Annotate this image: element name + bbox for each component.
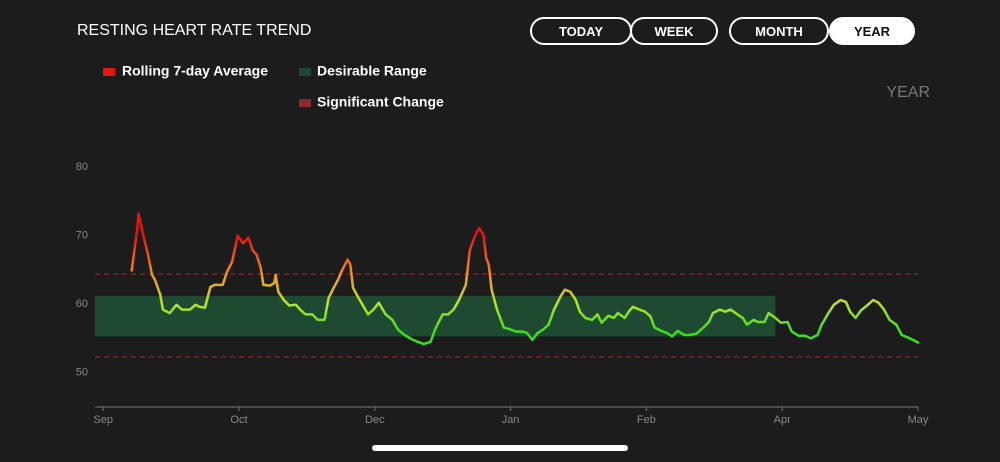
legend-swatch	[299, 68, 311, 76]
x-tick-label: Dec	[365, 414, 385, 426]
legend-label: Significant Change	[317, 94, 444, 110]
chart-title: RESTING HEART RATE TREND	[77, 22, 311, 39]
x-tick-label: Sep	[93, 414, 113, 426]
x-tick-label: Apr	[774, 414, 791, 426]
period-button[interactable]: WEEK	[630, 17, 718, 45]
x-tick-label: Oct	[230, 414, 247, 426]
period-label: YEAR	[886, 84, 930, 101]
x-tick-label: Jan	[502, 414, 520, 426]
period-button[interactable]: MONTH	[729, 17, 829, 45]
home-indicator	[372, 445, 628, 451]
heart-rate-line	[130, 212, 920, 346]
period-button[interactable]: TODAY	[530, 17, 632, 45]
y-tick-label: 50	[76, 367, 88, 379]
y-tick-label: 80	[76, 161, 88, 173]
period-button[interactable]: YEAR	[829, 17, 915, 45]
y-tick-label: 60	[76, 298, 88, 310]
legend-swatch	[299, 99, 311, 107]
legend-label: Rolling 7-day Average	[122, 63, 268, 79]
legend-label: Desirable Range	[317, 63, 427, 79]
x-tick-label: Feb	[637, 414, 656, 426]
legend-swatch	[103, 68, 115, 76]
x-tick-label: May	[908, 414, 929, 426]
y-tick-label: 70	[76, 229, 88, 241]
